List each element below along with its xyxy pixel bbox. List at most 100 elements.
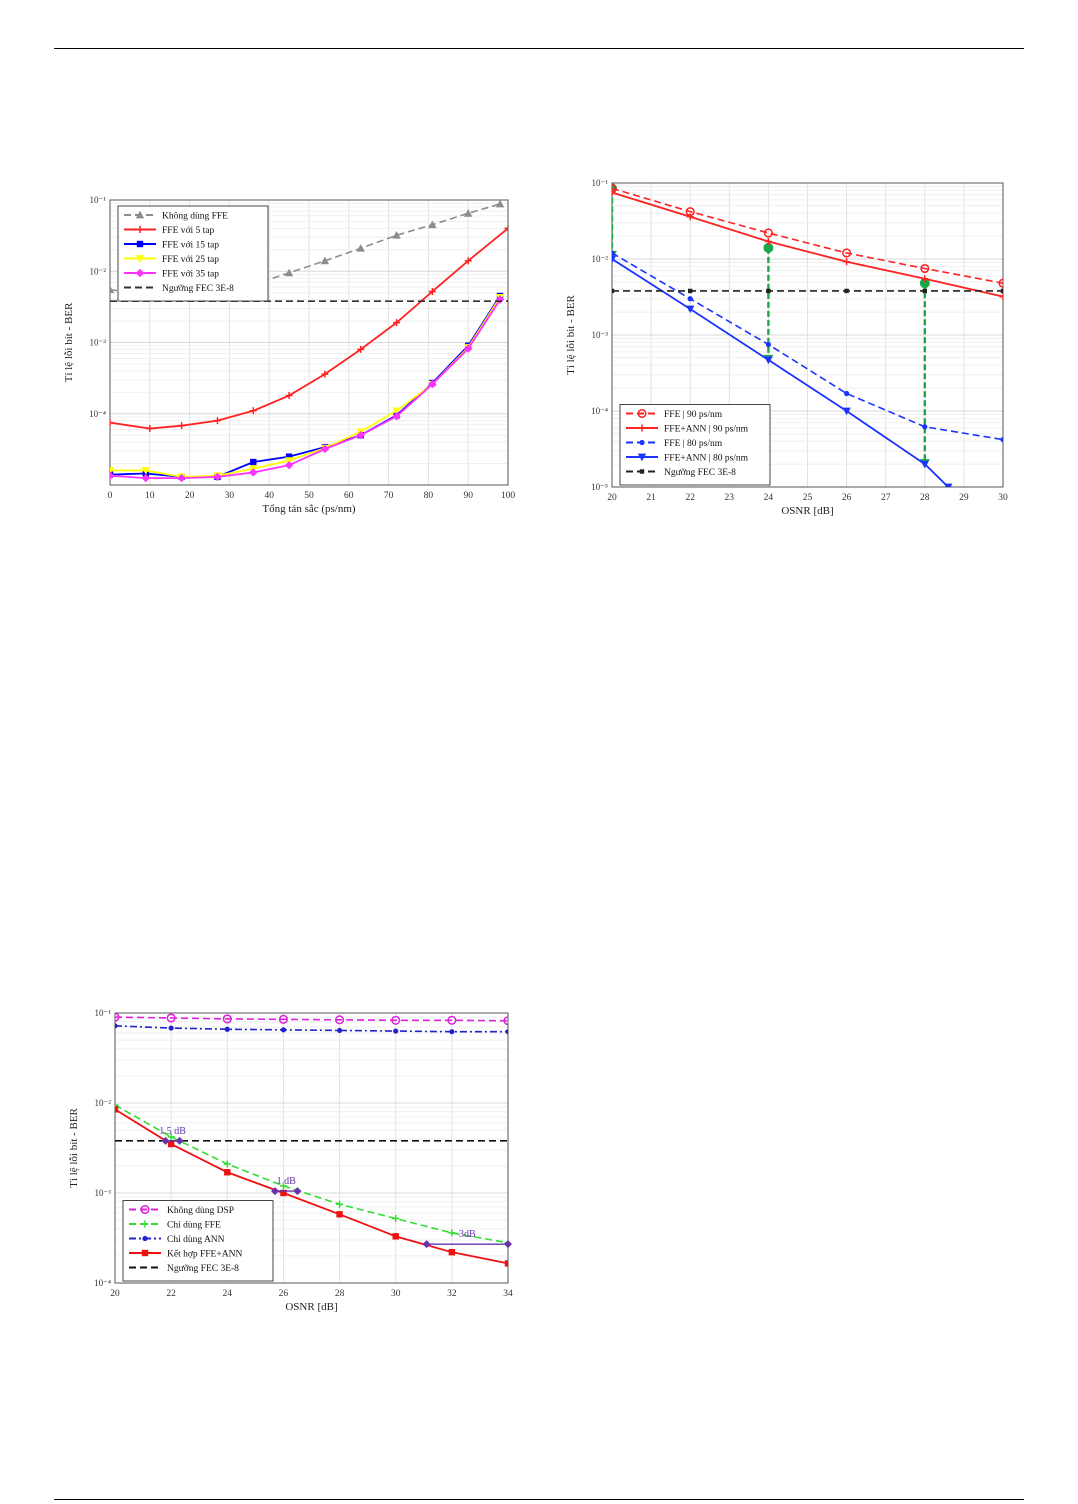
data-point — [110, 471, 115, 480]
x-tick-label: 27 — [881, 493, 891, 503]
series-3 — [612, 255, 953, 487]
legend-marker — [136, 226, 144, 233]
data-point — [178, 422, 186, 430]
legend-marker — [639, 439, 645, 446]
y-tick-label: 10⁻⁴ — [591, 406, 608, 416]
x-tick-label: 40 — [264, 491, 274, 501]
data-point — [842, 248, 852, 258]
data-point — [504, 1260, 508, 1267]
data-point — [447, 1015, 457, 1025]
data-point — [921, 275, 929, 283]
data-point — [612, 250, 615, 256]
legend-label: FFE | 80 ps/nm — [664, 439, 723, 449]
legend-marker — [136, 240, 144, 248]
series-2 — [115, 1023, 508, 1035]
legend-marker — [141, 1220, 149, 1228]
legend: Không dùng FFE FFE với 5 tap FFE với 15 ta… — [117, 205, 269, 302]
series-3 — [115, 1106, 508, 1267]
data-point — [168, 1025, 174, 1031]
y-tick-label: 10⁻² — [95, 1098, 112, 1108]
data-point — [844, 288, 849, 294]
data-point — [1000, 288, 1003, 294]
gap-marker — [504, 1240, 512, 1249]
data-point — [505, 1029, 508, 1035]
x-tick-label: 30 — [225, 491, 235, 501]
data-point — [448, 1248, 456, 1256]
legend-marker — [135, 268, 145, 278]
data-point — [166, 1013, 176, 1023]
series-4 — [612, 288, 1003, 294]
data-point — [688, 288, 693, 294]
data-point — [464, 209, 473, 217]
series-line — [115, 1108, 508, 1265]
x-tick-label: 20 — [185, 491, 195, 501]
series-1 — [612, 188, 1003, 301]
series-line — [115, 1104, 508, 1244]
series-4 — [110, 295, 505, 483]
data-point — [503, 1016, 508, 1026]
x-tick-label: 30 — [998, 493, 1008, 503]
data-point — [392, 407, 401, 416]
series-line — [110, 299, 501, 479]
data-point — [844, 390, 850, 397]
data-point — [765, 341, 772, 348]
plot-frame — [611, 182, 1004, 488]
data-point — [213, 472, 222, 482]
y-tick-label: 10⁻¹ — [90, 195, 107, 205]
data-point — [249, 468, 258, 477]
x-tick-label: 26 — [279, 1289, 289, 1299]
data-point — [223, 1160, 231, 1168]
data-point — [920, 263, 930, 274]
legend-box — [117, 205, 269, 302]
x-axis-label: OSNR [dB] — [285, 1301, 337, 1313]
gap-label: 1 dB — [277, 1176, 297, 1187]
data-point — [999, 293, 1003, 301]
data-point — [686, 305, 695, 314]
series-line — [115, 1025, 508, 1033]
x-tick-label: 80 — [424, 491, 434, 501]
data-point — [285, 453, 293, 460]
legend-label: FFE+ANN | 80 ps/nm — [664, 454, 749, 464]
data-point — [1000, 437, 1003, 443]
y-tick-label: 10⁻¹ — [95, 1008, 112, 1018]
data-point — [612, 188, 616, 196]
legend-label: FFE với 5 tap — [162, 226, 215, 236]
data-point — [764, 356, 773, 365]
x-tick-label: 28 — [920, 493, 930, 503]
legend-box — [619, 404, 771, 486]
data-point — [356, 430, 365, 440]
x-tick-label: 26 — [842, 493, 852, 503]
series-0 — [612, 183, 1003, 288]
data-point — [224, 1169, 231, 1176]
legend-marker — [638, 424, 646, 432]
x-tick-label: 29 — [959, 493, 969, 503]
x-tick-label: 90 — [463, 491, 473, 501]
legend-label: Chỉ dùng ANN — [167, 1235, 225, 1245]
series-line — [110, 203, 501, 297]
series-line — [612, 187, 1003, 285]
gap-label: 3dB — [459, 1229, 476, 1240]
data-point — [842, 407, 851, 416]
x-tick-label: 24 — [223, 1289, 233, 1299]
legend-label: FFE với 15 tap — [162, 241, 219, 251]
data-point — [428, 287, 436, 295]
legend-marker — [637, 408, 647, 419]
legend-marker — [142, 1235, 148, 1242]
data-point — [392, 231, 401, 239]
data-point — [448, 1229, 456, 1237]
y-axis-label: Tỉ lệ lỗi bit - BER — [565, 294, 577, 374]
data-point — [920, 460, 929, 469]
data-point — [146, 425, 154, 433]
y-tick-label: 10⁻² — [90, 266, 107, 276]
y-tick-label: 10⁻¹ — [592, 178, 609, 188]
data-point — [284, 268, 294, 277]
data-point — [449, 1029, 455, 1035]
legend-marker — [140, 1204, 150, 1215]
x-axis-label: OSNR [dB] — [781, 505, 833, 517]
y-tick-label: 10⁻³ — [95, 1188, 112, 1198]
legend-label: Không dùng DSP — [167, 1206, 234, 1216]
x-tick-label: 20 — [607, 493, 617, 503]
data-point — [115, 1106, 119, 1113]
data-point — [115, 1023, 118, 1029]
